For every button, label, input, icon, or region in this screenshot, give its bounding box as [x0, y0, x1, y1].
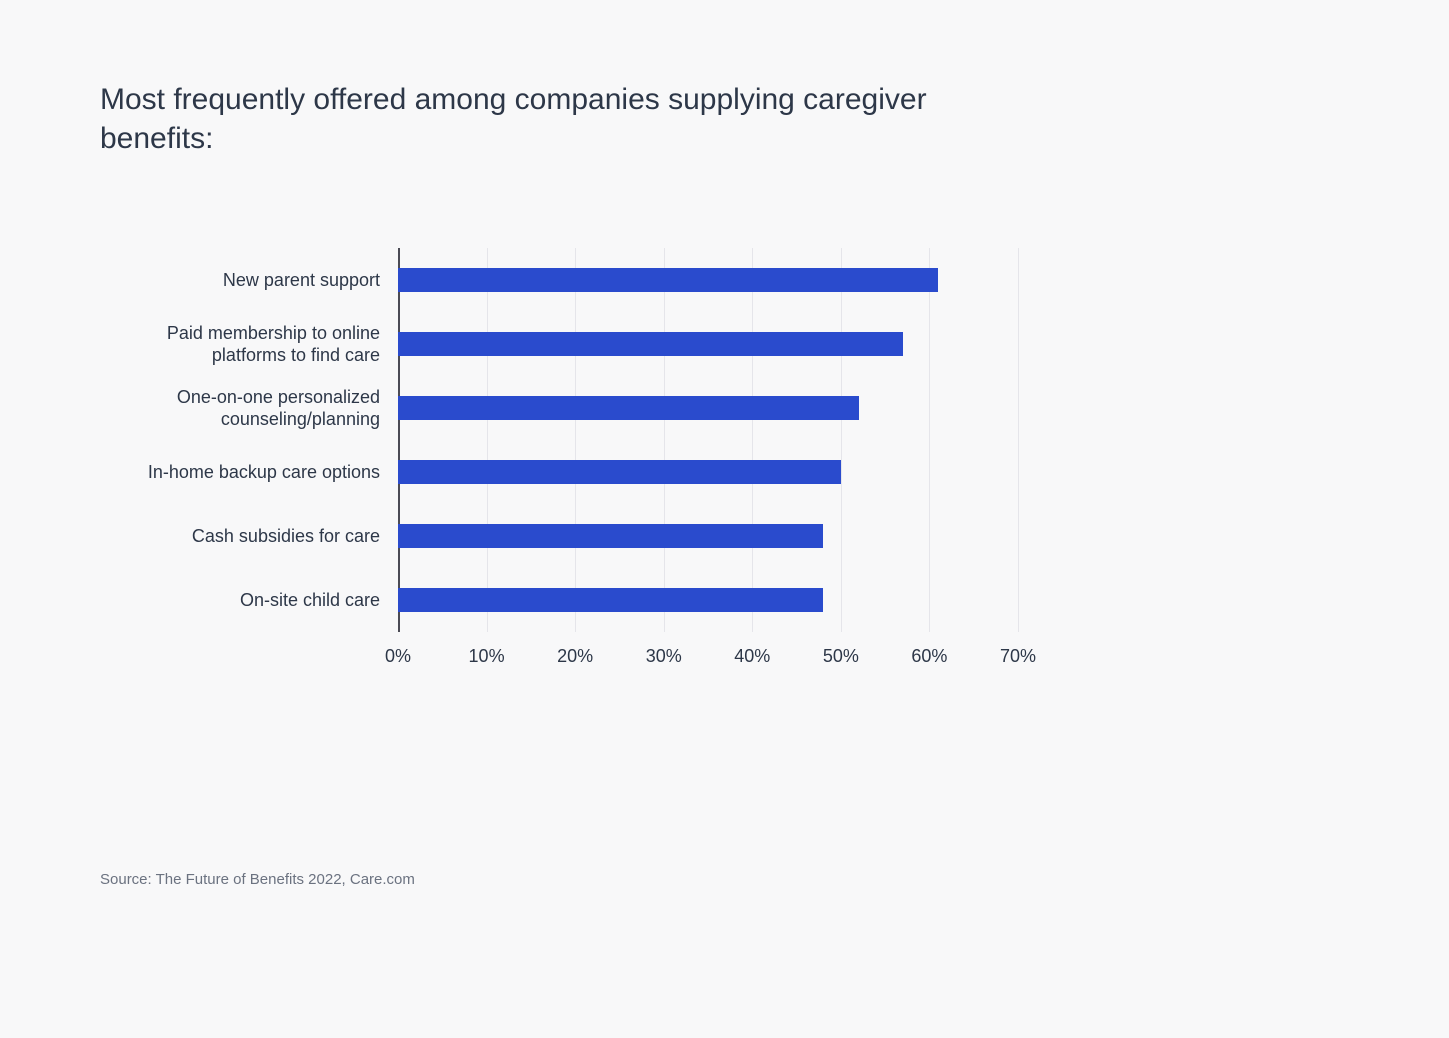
chart-container: New parent supportPaid membership to onl… — [100, 248, 1349, 632]
chart-title: Most frequently offered among companies … — [100, 80, 1000, 158]
y-axis-label: New parent support — [223, 248, 380, 312]
bar — [398, 332, 903, 356]
y-axis-labels: New parent supportPaid membership to onl… — [100, 248, 398, 632]
bar-row — [398, 248, 1018, 312]
x-tick-label: 0% — [385, 646, 411, 667]
x-tick-label: 40% — [734, 646, 770, 667]
x-tick-label: 60% — [911, 646, 947, 667]
y-axis-label: In-home backup care options — [148, 440, 380, 504]
y-axis-label: On-site child care — [240, 568, 380, 632]
bar-row — [398, 568, 1018, 632]
x-tick-label: 20% — [557, 646, 593, 667]
bar-row — [398, 504, 1018, 568]
bar-row — [398, 312, 1018, 376]
x-tick-label: 70% — [1000, 646, 1036, 667]
bars-layer — [398, 248, 1018, 632]
y-axis-label: Paid membership to online platforms to f… — [100, 312, 380, 376]
bar — [398, 524, 823, 548]
source-attribution: Source: The Future of Benefits 2022, Car… — [100, 871, 415, 888]
plot-area: 0%10%20%30%40%50%60%70% — [398, 248, 1018, 632]
grid-line — [1018, 248, 1019, 632]
bar — [398, 396, 859, 420]
y-axis-label: Cash subsidies for care — [192, 504, 380, 568]
bar — [398, 460, 841, 484]
x-tick-label: 30% — [646, 646, 682, 667]
bar — [398, 588, 823, 612]
bar-row — [398, 376, 1018, 440]
x-tick-label: 50% — [823, 646, 859, 667]
bar — [398, 268, 938, 292]
y-axis-label: One-on-one personalized counseling/plann… — [100, 376, 380, 440]
bar-row — [398, 440, 1018, 504]
x-tick-label: 10% — [469, 646, 505, 667]
